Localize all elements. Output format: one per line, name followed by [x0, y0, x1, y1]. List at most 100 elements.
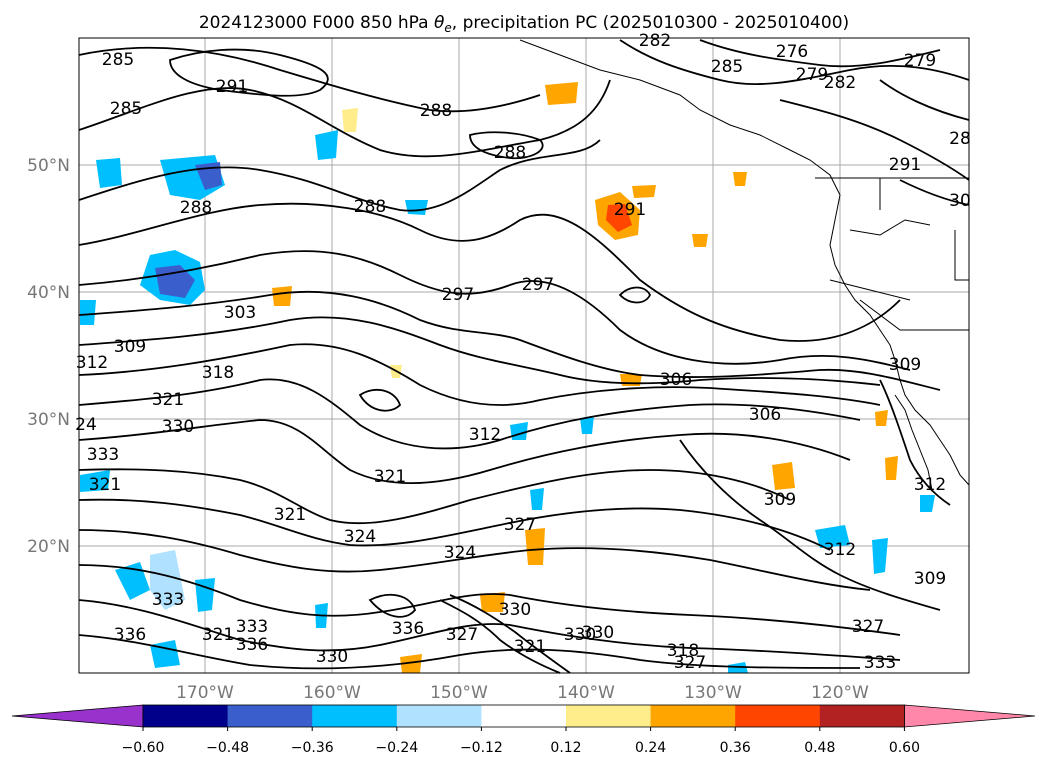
colorbar-segment — [650, 705, 736, 727]
precip-positive-patch — [772, 462, 795, 490]
precip-positive-patch — [272, 286, 292, 306]
longitude-label: 160°W — [303, 683, 361, 703]
contour-label: 336 — [392, 619, 424, 639]
precip-positive-patch — [733, 172, 747, 186]
colorbar-over-arrow — [904, 704, 1036, 728]
precip-positive-patch — [342, 108, 358, 132]
colorbar-tick-label: −0.12 — [460, 740, 503, 756]
contour-label: 303 — [224, 303, 256, 323]
precip-positive-patch — [480, 592, 505, 612]
colorbar-tick-label: −0.60 — [122, 740, 165, 756]
colorbar-segment — [566, 705, 652, 727]
contour-label: 333 — [236, 617, 268, 637]
contour-label: 306 — [749, 405, 781, 425]
precip-negative-patch — [150, 640, 180, 668]
contour-label: 330 — [316, 647, 348, 667]
contour-label: 324 — [444, 543, 476, 563]
contour-label: 312 — [76, 353, 108, 373]
contour-label: 318 — [202, 363, 234, 383]
contour-label: 336 — [236, 635, 268, 655]
contour-label: 327 — [446, 625, 478, 645]
colorbar-tick-label: 0.12 — [550, 740, 581, 756]
precip-positive-patch — [875, 410, 888, 426]
contour-label: 312 — [914, 475, 946, 495]
precip-negative-patch — [510, 422, 528, 440]
latitude-label: 20°N — [27, 537, 70, 557]
contour-label: 309 — [764, 490, 796, 510]
contour-label: 306 — [660, 370, 692, 390]
contour-label: 297 — [442, 285, 474, 305]
contour-label: 24 — [75, 415, 97, 435]
precip-negative-patch — [815, 525, 850, 548]
colorbar-under-arrow — [11, 704, 144, 728]
contour-label: 333 — [87, 445, 119, 465]
contour-label: 291 — [889, 155, 921, 175]
contour-label: 291 — [216, 77, 248, 97]
precip-positive-patch — [606, 204, 632, 232]
colorbar-segment — [227, 705, 313, 727]
precip-negative-patch — [920, 495, 935, 512]
colorbar-segment — [735, 705, 821, 727]
contour-label: 330 — [162, 417, 194, 437]
theta-e-contours — [78, 39, 970, 674]
colorbar-tick-label: 0.48 — [804, 740, 835, 756]
precip-negative-patch — [96, 158, 122, 188]
precip-positive-patch — [545, 82, 578, 105]
colorbar-segment — [143, 705, 229, 727]
contour-label: 297 — [522, 275, 554, 295]
longitude-label: 120°W — [811, 683, 869, 703]
contour-label: 312 — [824, 540, 856, 560]
contour-label: 276 — [776, 42, 808, 62]
contour-label: 288 — [180, 198, 212, 218]
contour-label: 279 — [904, 51, 936, 71]
precip-positive-patch — [632, 185, 656, 198]
colorbar: −0.60 −0.48 −0.36 −0.24 −0.12 0.12 0.24 0.36 0.4… — [11, 704, 1036, 756]
precip-negative-patch — [195, 578, 215, 612]
precip-negative-patch — [155, 265, 195, 298]
contour-label: 288 — [420, 101, 452, 121]
contour-label: 330 — [582, 623, 614, 643]
longitude-labels: 170°W 160°W 150°W 140°W 130°W 120°W — [176, 683, 869, 703]
colorbar-tick-label: −0.48 — [206, 740, 249, 756]
colorbar-tick-label: 0.36 — [720, 740, 751, 756]
colorbar-tick-label: 0.60 — [889, 740, 920, 756]
contour-label: 309 — [914, 569, 946, 589]
contour-label: 312 — [469, 425, 501, 445]
precip-negative-patch — [115, 562, 150, 600]
contour-label: 330 — [564, 625, 596, 645]
precip-positive-patch — [692, 234, 708, 247]
precip-negative-patch — [150, 550, 185, 610]
contour-label: 321 — [89, 475, 121, 495]
colorbar-tick-label: −0.24 — [375, 740, 418, 756]
contour-label: 285 — [110, 99, 142, 119]
map-border — [78, 37, 970, 674]
latitude-labels: 50°N 40°N 30°N 20°N — [27, 156, 70, 557]
longitude-label: 130°W — [684, 683, 742, 703]
contour-label: 318 — [667, 641, 699, 661]
precip-negative-patch — [315, 130, 338, 160]
contour-label: 327 — [852, 617, 884, 637]
latitude-label: 30°N — [27, 410, 70, 430]
latitude-label: 50°N — [27, 156, 70, 176]
colorbar-segment — [481, 705, 567, 727]
precip-negative-patch — [80, 470, 110, 492]
contour-label: 327 — [504, 515, 536, 535]
contour-label: 28 — [949, 129, 971, 149]
coastlines — [519, 39, 970, 491]
longitude-label: 170°W — [176, 683, 234, 703]
contour-label: 288 — [354, 197, 386, 217]
contour-label: 279 — [796, 65, 828, 85]
contour-label: 309 — [114, 337, 146, 357]
contour-label: 291 — [614, 200, 646, 220]
longitude-label: 140°W — [557, 683, 615, 703]
precip-negative-patch — [530, 488, 544, 510]
colorbar-segment — [396, 705, 482, 727]
contour-label: 336 — [114, 625, 146, 645]
contour-label: 285 — [711, 57, 743, 77]
latitude-label: 40°N — [27, 283, 70, 303]
contour-label: 321 — [152, 390, 184, 410]
contour-label: 321 — [514, 637, 546, 657]
